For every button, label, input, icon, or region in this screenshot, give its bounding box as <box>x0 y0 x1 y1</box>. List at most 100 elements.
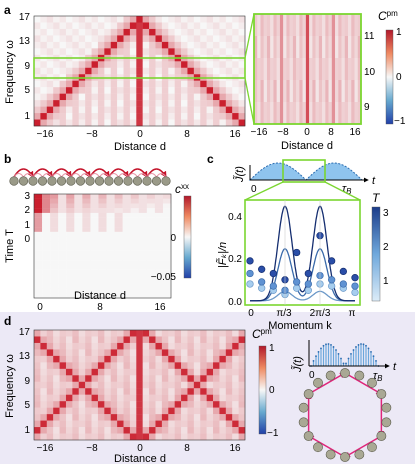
heatmap-d-cell <box>193 375 201 382</box>
ring-ball <box>298 417 309 428</box>
ring-bond <box>308 372 346 395</box>
heatmap-b-cell <box>50 203 59 209</box>
panel-c-xtick-0: 0 <box>248 308 254 319</box>
heatmap-b-cell <box>34 231 43 237</box>
heatmap-a-cell <box>225 113 233 120</box>
heatmap-d-cell <box>46 414 54 421</box>
heatmap-b-cell <box>66 222 75 228</box>
heatmap-b-cell <box>138 217 148 223</box>
chain-ball <box>123 176 133 186</box>
heatmap-d-cell <box>219 330 227 337</box>
heatmap-b-cell <box>98 260 107 266</box>
heatmap-b-cell <box>34 217 43 223</box>
plot-c-point <box>339 280 347 288</box>
heatmap-a-cell <box>65 80 73 88</box>
heatmap-a-cell <box>123 35 131 43</box>
heatmap-a-cell <box>53 48 60 56</box>
heatmap-a-cell <box>213 80 220 88</box>
inset-xtick-8: 8 <box>328 127 334 138</box>
heatmap-d-cell <box>200 375 207 382</box>
heatmap-a-cell <box>161 35 169 43</box>
heatmap-b-cell <box>114 255 123 261</box>
heatmap-a-cell <box>40 100 47 107</box>
heatmap-a-cell <box>200 80 207 88</box>
heatmap-a-cell <box>213 48 220 56</box>
heatmap-a-cell <box>46 35 54 43</box>
heatmap-d-cell <box>117 401 124 408</box>
heatmap-d-cell <box>117 414 124 421</box>
heatmap-b-cell <box>58 250 67 256</box>
heatmap-b-cell <box>162 208 172 214</box>
heatmap-d-cell <box>78 362 86 370</box>
heatmap-b-cell <box>106 194 115 199</box>
heatmap-a-cell <box>149 113 156 120</box>
heatmap-a-cell <box>85 67 92 75</box>
panel-b-xtick-8: 8 <box>97 302 103 313</box>
heatmap-d-cell <box>168 355 175 363</box>
heatmap-a-cell <box>91 41 99 49</box>
heatmap-a-cell <box>213 93 220 101</box>
heatmap-d-cell <box>117 336 124 344</box>
heatmap-d-cell <box>59 394 67 402</box>
heatmap-b-cell <box>34 208 43 214</box>
heatmap-d-cell <box>187 330 195 337</box>
heatmap-a-cell <box>193 48 201 56</box>
heatmap-a-cell <box>78 119 86 127</box>
heatmap-a-cell <box>129 22 137 30</box>
heatmap-a-cell <box>65 119 73 127</box>
heatmap-b-cell <box>98 279 107 285</box>
heatmap-d-cell <box>225 401 233 408</box>
heatmap-b-cell <box>138 208 148 214</box>
heatmap-inset-cell <box>312 80 316 103</box>
heatmap-inset-cell <box>286 80 290 103</box>
heatmap-inset-cell <box>348 102 352 125</box>
heatmap-d-cell <box>187 342 195 350</box>
heatmap-d-cell <box>65 375 73 382</box>
heatmap-b-cell <box>74 283 83 289</box>
heatmap-b-cell <box>42 217 51 223</box>
heatmap-d-cell <box>53 388 60 395</box>
panel-d-xticks: −16 −8 0 8 16 <box>37 443 241 454</box>
heatmap-d-cell <box>238 368 246 376</box>
heatmap-d-cell <box>117 394 124 402</box>
heatmap-a-cell <box>193 113 201 120</box>
heatmap-inset-cell <box>292 80 297 103</box>
heatmap-inset-cell <box>344 14 349 37</box>
heatmap-d-cell <box>59 427 67 434</box>
heatmap-a-cell <box>78 16 86 23</box>
heatmap-d-cell <box>232 401 239 408</box>
heatmap-d-cell <box>219 375 227 382</box>
heatmap-d-cell <box>72 362 79 370</box>
heatmap-a-cell <box>181 16 188 23</box>
heatmap-a-cell <box>78 80 86 88</box>
heatmap-a-cell <box>53 100 60 107</box>
heatmap-d-cell <box>193 407 201 415</box>
heatmap-a-cell <box>219 35 227 43</box>
heatmap-a-cell <box>219 22 227 30</box>
heatmap-b-cell <box>74 288 83 294</box>
panel-c-xlabel: Momentum k <box>268 320 332 332</box>
heatmap-b-cell <box>58 198 67 204</box>
heatmap-a-cell <box>53 67 60 75</box>
heatmap-d-cell <box>123 388 131 395</box>
heatmap-b-cell <box>98 231 107 237</box>
heatmap-a-cell <box>187 41 195 49</box>
heatmap-a-cell <box>40 48 47 56</box>
heatmap-d-cell <box>200 407 207 415</box>
heatmap-a-cell <box>78 28 86 36</box>
heatmap-a-cell <box>238 67 246 75</box>
heatmap-a-cell <box>155 61 163 68</box>
heatmap-a-cell <box>40 119 47 127</box>
heatmap-b-cell <box>58 274 67 280</box>
heatmap-b-cell <box>106 279 115 285</box>
heatmap-b-cell <box>114 236 123 242</box>
heatmap-b-cell <box>122 217 131 223</box>
heatmap-a-cell <box>225 35 233 43</box>
heatmap-b-cell <box>106 255 115 261</box>
heatmap-a-cell <box>238 119 246 127</box>
heatmap-a-cell <box>40 61 47 68</box>
heatmap-d-cell <box>104 401 111 408</box>
heatmap-b-cell <box>42 198 51 204</box>
heatmap-b-cell <box>162 246 172 251</box>
heatmap-a-cell <box>40 41 47 49</box>
